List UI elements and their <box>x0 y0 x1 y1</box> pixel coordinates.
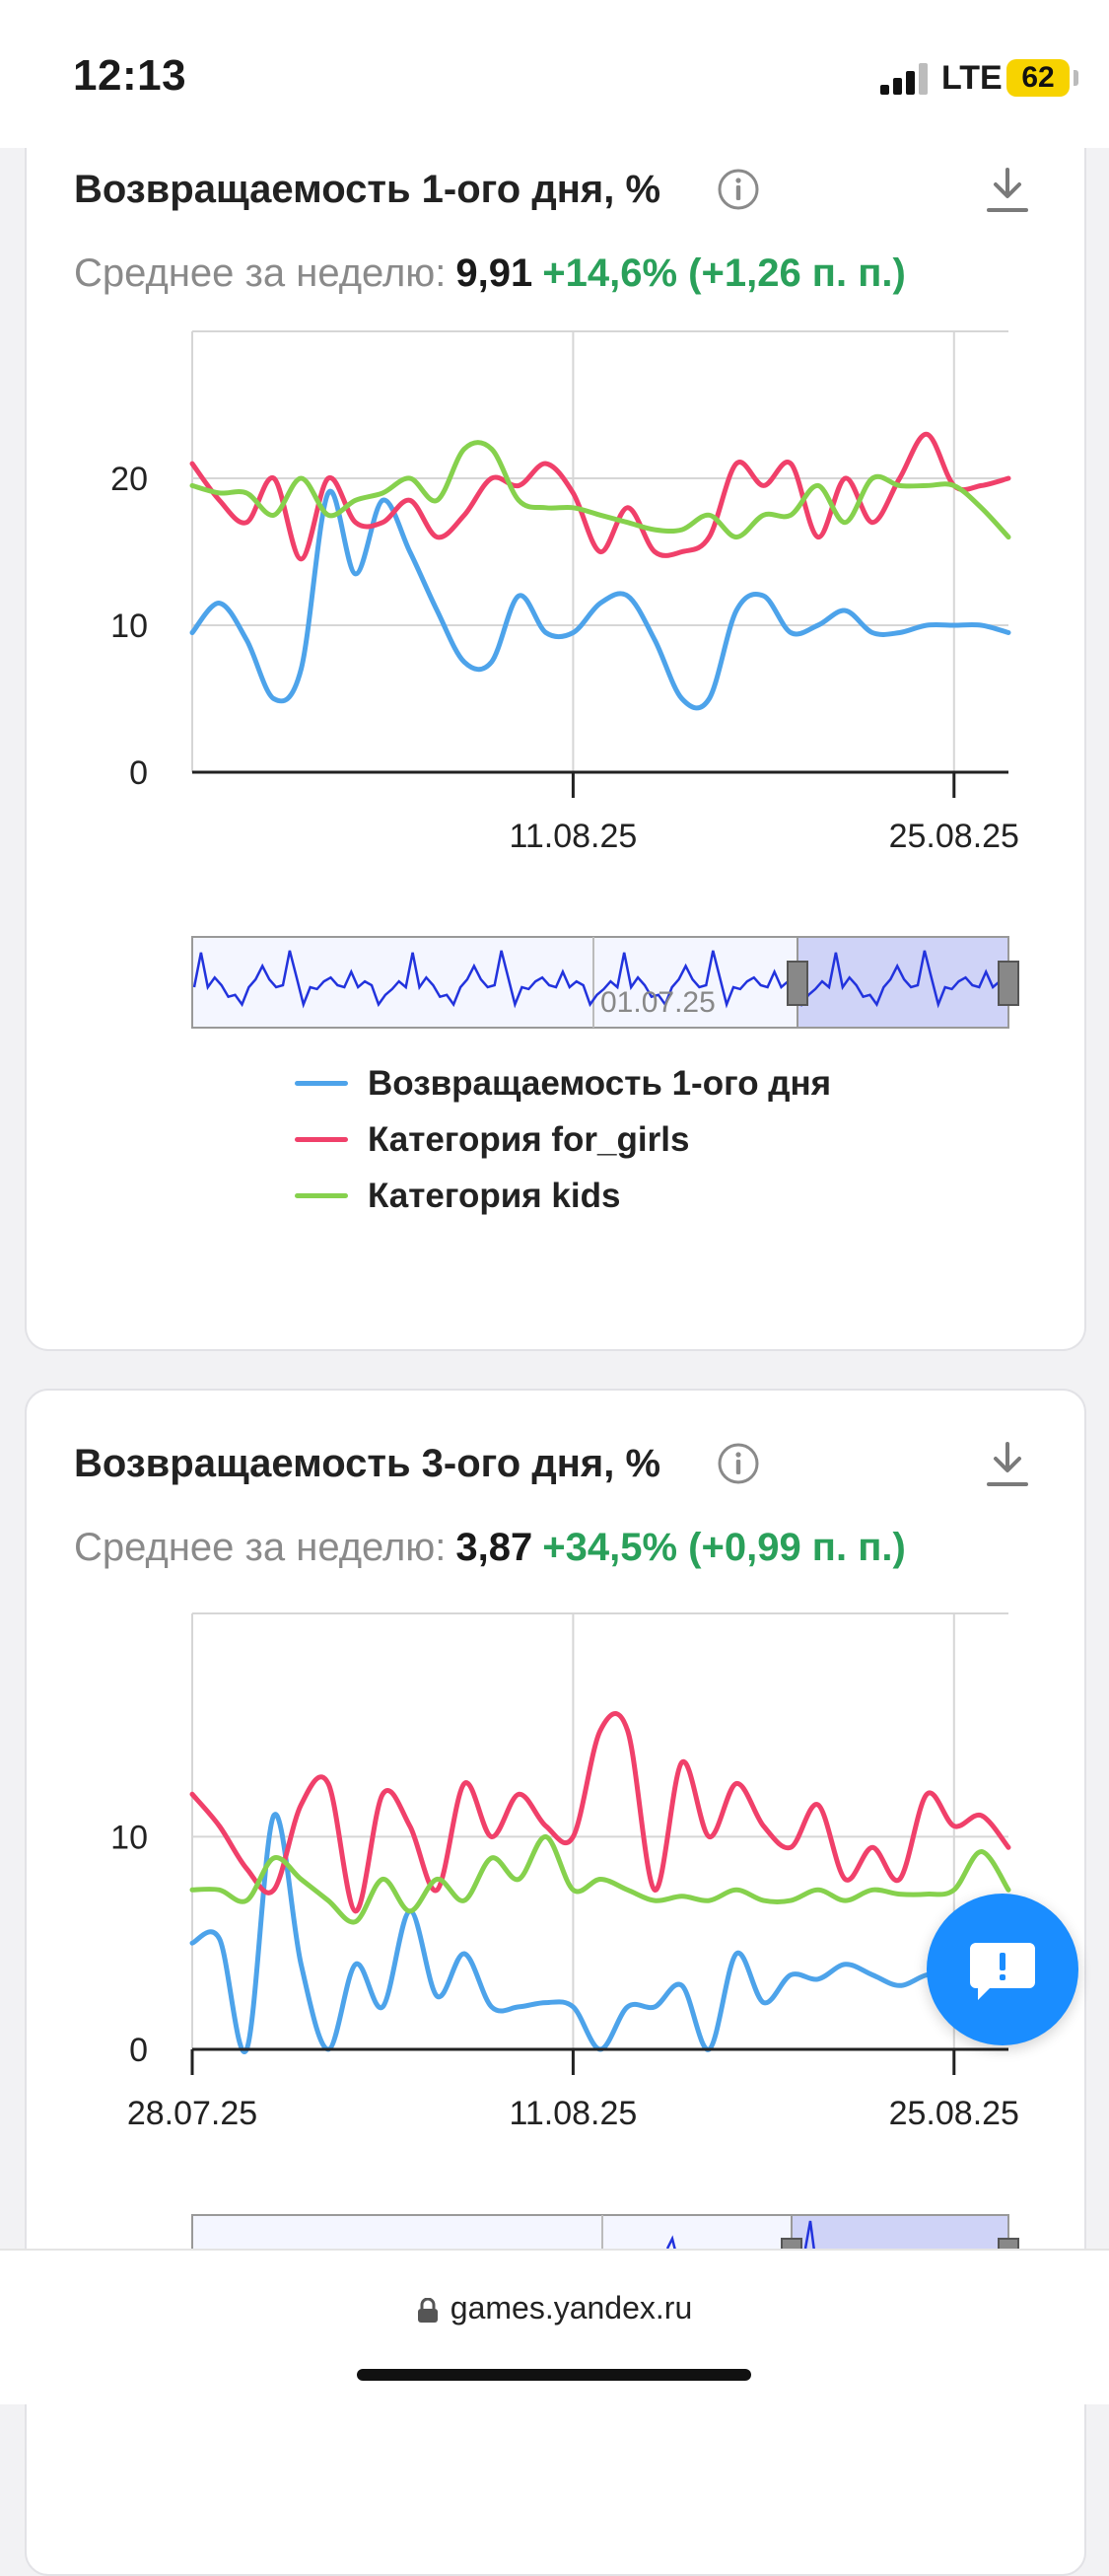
status-bar: 12:13 LTE 62 <box>0 0 1109 148</box>
navigator-handle-right[interactable] <box>998 961 1019 1006</box>
card-title: Возвращаемость 1-ого дня, % <box>74 168 661 211</box>
legend-item-retention[interactable]: Возвращаемость 1-ого дня <box>295 1055 831 1111</box>
avg-delta: +14,6% (+1,26 п. п.) <box>542 251 906 295</box>
series-line-1[interactable] <box>189 431 1011 562</box>
weekly-average: Среднее за неделю: 9,91 +14,6% (+1,26 п. п… <box>74 251 906 296</box>
navigator-handle-left[interactable] <box>787 961 808 1006</box>
feedback-icon <box>970 1943 1035 2000</box>
legend-item-kids[interactable]: Категория kids <box>295 1168 831 1224</box>
info-icon[interactable] <box>717 168 760 211</box>
lock-icon <box>417 2297 438 2323</box>
navigator-series-line <box>192 950 1007 1009</box>
y-tick-label: 20 <box>110 461 148 498</box>
weekly-average: Среднее за неделю: 3,87 +34,5% (+0,99 п. п… <box>74 1526 906 1570</box>
x-tick-label: 25.08.25 <box>889 2095 1019 2132</box>
legend-swatch <box>295 1081 348 1086</box>
x-tick-label: 25.08.25 <box>889 818 1019 855</box>
legend-label: Категория for_girls <box>368 1119 690 1159</box>
range-navigator[interactable]: 01.07.25 <box>27 59 1084 1144</box>
y-tick-label: 10 <box>110 608 148 645</box>
chart-legend: Возвращаемость 1-ого дня Категория for_g… <box>295 1055 831 1224</box>
legend-swatch <box>295 1193 348 1198</box>
avg-value: 9,91 <box>455 251 533 295</box>
navigator-selection[interactable] <box>797 936 1009 1029</box>
download-icon[interactable] <box>985 166 1030 215</box>
avg-delta: +34,5% (+0,99 п. п.) <box>542 1526 906 1569</box>
network-type: LTE <box>941 59 1003 97</box>
info-icon[interactable] <box>717 1442 760 1485</box>
status-time: 12:13 <box>73 51 187 100</box>
url-text: games.yandex.ru <box>450 2290 693 2326</box>
battery-tip <box>1074 70 1078 86</box>
series-line-0[interactable] <box>189 1812 1011 2054</box>
legend-label: Категория kids <box>368 1176 621 1215</box>
legend-swatch <box>295 1137 348 1142</box>
navigator-label: 01.07.25 <box>600 986 716 1019</box>
series-line-1[interactable] <box>189 1711 1011 1914</box>
x-tick-label: 28.07.25 <box>127 2095 257 2132</box>
legend-item-for-girls[interactable]: Категория for_girls <box>295 1111 831 1168</box>
x-tick-label: 11.08.25 <box>509 818 637 855</box>
x-tick-label: 11.08.25 <box>509 2095 637 2132</box>
feedback-button[interactable] <box>927 1894 1078 2045</box>
retention-day1-card: Возвращаемость 1-ого дня, % Среднее за н… <box>25 59 1086 1351</box>
url-bar[interactable]: games.yandex.ru <box>0 2290 1109 2326</box>
home-indicator[interactable] <box>357 2369 751 2381</box>
avg-value: 3,87 <box>455 1526 533 1569</box>
download-icon[interactable] <box>985 1440 1030 1489</box>
series-line-0[interactable] <box>189 488 1011 711</box>
card-title: Возвращаемость 3-ого дня, % <box>74 1442 661 1485</box>
legend-label: Возвращаемость 1-ого дня <box>368 1063 832 1103</box>
retention-day3-chart[interactable]: 0 10 28.07.25 11.08.25 25.08.25 <box>27 1391 1084 2574</box>
avg-label: Среднее за неделю: <box>74 1526 447 1569</box>
y-tick-label: 0 <box>129 2032 148 2069</box>
y-tick-label: 0 <box>129 754 148 792</box>
series-line-2[interactable] <box>189 440 1011 540</box>
avg-label: Среднее за неделю: <box>74 251 447 295</box>
retention-day1-chart[interactable]: 0 10 20 11.08.25 25.08.25 <box>27 59 1084 1144</box>
browser-bottom-bar: games.yandex.ru <box>0 2249 1109 2404</box>
series-line-2[interactable] <box>189 1833 1011 1925</box>
signal-icon <box>880 63 928 95</box>
battery-icon: 62 <box>1006 59 1070 97</box>
y-tick-label: 10 <box>110 1819 148 1856</box>
